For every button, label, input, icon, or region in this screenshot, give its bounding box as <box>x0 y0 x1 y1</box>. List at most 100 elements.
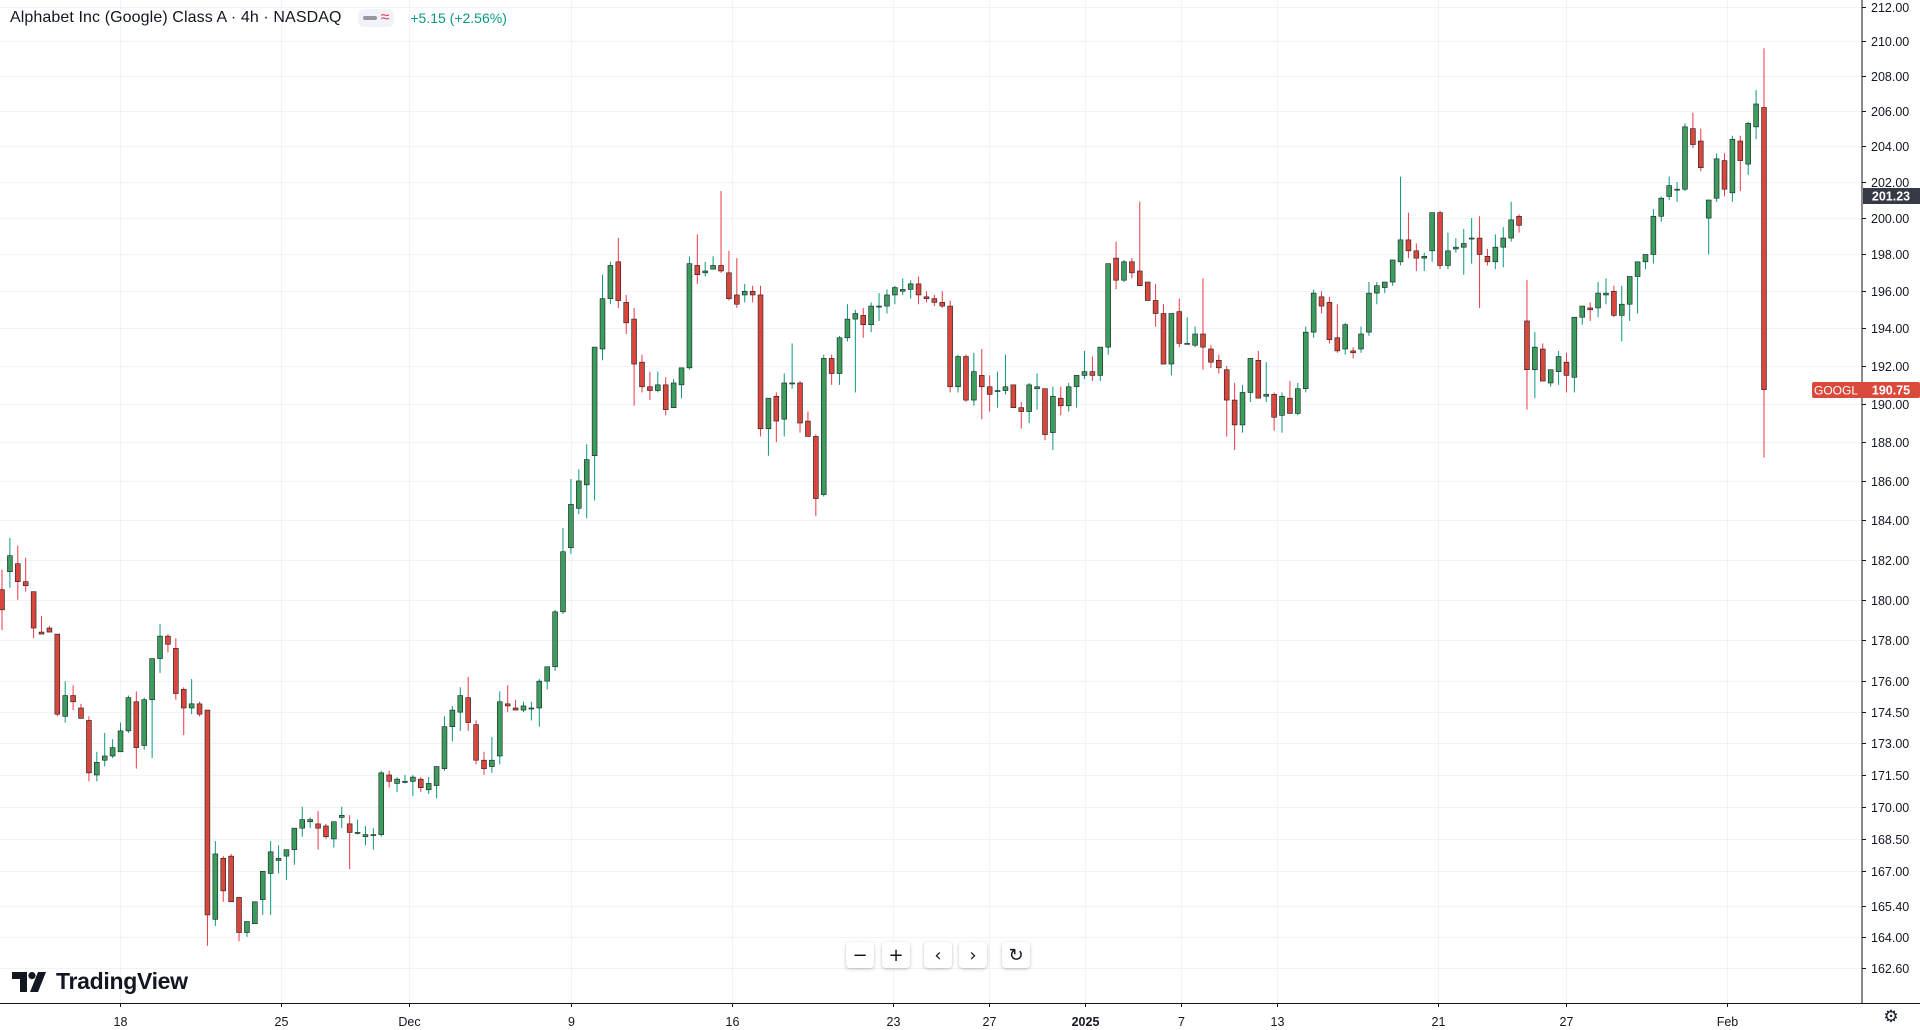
candle <box>15 545 21 600</box>
candle <box>662 377 669 416</box>
price-tick-label: 202.00 <box>1871 176 1909 190</box>
zoom-out-button[interactable]: − <box>846 942 874 968</box>
candle-body <box>702 270 708 274</box>
candle <box>315 811 321 850</box>
candle <box>979 349 985 420</box>
scroll-right-button[interactable]: › <box>959 942 987 968</box>
candle-body <box>1682 126 1688 190</box>
candle <box>109 739 116 759</box>
candle <box>386 770 392 788</box>
candle <box>283 849 290 880</box>
candle-body <box>22 581 29 586</box>
settings-button[interactable]: ⚙ <box>1880 1006 1902 1028</box>
candle <box>560 527 566 614</box>
candle-body <box>986 386 993 395</box>
time-tick-label: 7 <box>1178 1015 1185 1029</box>
time-tick-label: Feb <box>1717 1015 1739 1029</box>
candle <box>180 687 187 736</box>
symbol-title[interactable]: Alphabet Inc (Google) Class A · 4h · NAS… <box>10 9 342 26</box>
candle-body <box>1121 261 1127 281</box>
candle <box>1484 248 1491 266</box>
candle-body <box>757 294 764 430</box>
price-tick-label: 188.00 <box>1871 436 1909 450</box>
candle-body <box>307 819 313 823</box>
candle <box>931 294 938 307</box>
candle-body <box>70 695 76 703</box>
candle <box>647 371 653 401</box>
candle <box>1326 296 1333 344</box>
candle-body <box>1350 350 1356 354</box>
candle <box>1081 350 1088 380</box>
candle <box>1137 201 1143 287</box>
candle-body <box>165 635 171 645</box>
candle-body <box>346 823 353 833</box>
candle-body <box>1239 392 1246 426</box>
candle <box>1634 261 1641 314</box>
candle-body <box>560 551 566 613</box>
candle <box>323 823 329 839</box>
candle-body <box>1287 397 1293 414</box>
candle <box>1026 382 1032 423</box>
gear-icon: ⚙ <box>1883 1007 1899 1027</box>
candle <box>157 623 163 673</box>
candle <box>1587 302 1593 321</box>
candle-body <box>15 563 21 582</box>
price-tick-label: 164.00 <box>1871 931 1909 945</box>
candle <box>101 732 108 767</box>
crosshair-price-tag <box>1863 188 1920 204</box>
indicator-toggle[interactable]: ≈ <box>357 9 395 27</box>
tradingview-logo[interactable]: TradingView <box>12 968 188 995</box>
candle-body <box>410 776 416 782</box>
candle-body <box>125 697 132 732</box>
candle-body <box>1500 237 1507 248</box>
candle-body <box>212 853 219 920</box>
candle <box>259 870 266 915</box>
candle-body <box>1666 185 1672 197</box>
candle <box>868 302 874 333</box>
candle <box>836 335 843 385</box>
candle <box>1334 304 1341 353</box>
candle <box>244 921 250 937</box>
price-tags: 201.23 GOOGL 190.75 <box>1812 188 1920 398</box>
zoom-in-button[interactable]: + <box>882 942 910 968</box>
candle-body <box>1626 276 1633 305</box>
time-scale[interactable]: 18 25 Dec 9 16 23 27 2025 7 13 21 27 Feb <box>114 1003 1739 1029</box>
candle <box>900 278 906 295</box>
candle-body <box>1374 285 1380 294</box>
candle-body <box>781 382 787 420</box>
price-tick-label: 186.00 <box>1871 475 1909 489</box>
candle-body <box>939 302 946 307</box>
candle <box>173 638 179 700</box>
candle-body <box>204 709 211 916</box>
candle <box>504 685 511 713</box>
candle <box>568 479 574 554</box>
candle <box>1492 234 1499 270</box>
candle-body <box>1516 215 1522 226</box>
candle <box>94 751 100 782</box>
candle <box>1421 252 1427 271</box>
candle <box>1271 392 1277 431</box>
candle-body <box>38 631 45 635</box>
price-scale[interactable]: 212.00 210.00 208.00 206.00 204.00 202.00 200.… <box>1862 1 1909 976</box>
candle-body <box>512 707 519 711</box>
candle-body <box>615 261 622 301</box>
candle-body <box>425 783 432 791</box>
candle-body <box>0 589 5 611</box>
candle <box>702 261 708 277</box>
candle <box>236 897 242 942</box>
candle <box>0 569 5 631</box>
candle-body <box>820 358 827 495</box>
candle-body <box>323 825 329 838</box>
candle-body <box>1619 303 1625 316</box>
candle-body <box>1587 307 1593 311</box>
price-tick-label: 204.00 <box>1871 140 1909 154</box>
scroll-left-button[interactable]: ‹ <box>924 942 952 968</box>
candle-body <box>963 356 969 401</box>
candle <box>971 352 977 406</box>
reset-chart-button[interactable]: ↻ <box>1002 942 1030 968</box>
candle <box>607 261 614 305</box>
candle-body <box>1453 246 1459 250</box>
candle <box>583 444 590 519</box>
